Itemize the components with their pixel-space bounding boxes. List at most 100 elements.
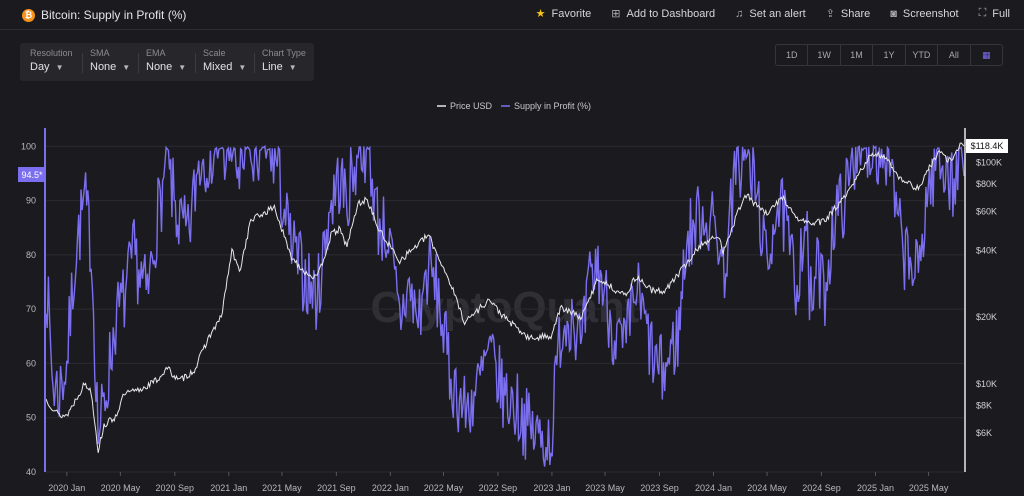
x-tick-label: 2020 Sep (156, 483, 195, 493)
x-tick-label: 2021 Jan (210, 483, 247, 493)
left-tick-label: 60 (26, 358, 36, 368)
chevron-down-icon: ▼ (178, 63, 187, 72)
favorite-button[interactable]: ★ Favorite (535, 7, 592, 21)
x-axis: 2020 Jan 2020 May 2020 Sep 2021 Jan 2021 May… (48, 472, 949, 493)
range-1w-button[interactable]: 1W (808, 45, 841, 65)
header-actions: ★ Favorite ⊞ Add to Dashboard ♫ Set an a… (516, 7, 1010, 20)
x-tick-label: 2023 May (585, 483, 625, 493)
divider (82, 53, 83, 73)
camera-icon: ◙ (890, 7, 897, 20)
scale-select[interactable]: Scale Mixed ▼ (203, 48, 246, 73)
divider (195, 53, 196, 73)
range-all-button[interactable]: All (938, 45, 971, 65)
series-line-supply-in-profit (45, 144, 965, 467)
share-button[interactable]: ⇪ Share (825, 7, 871, 21)
share-label: Share (840, 7, 871, 20)
left-tick-label: 100 (21, 141, 36, 151)
right-tick-label: $6K (976, 428, 992, 438)
ema-select[interactable]: EMA None ▼ (146, 48, 186, 73)
x-tick-label: 2022 May (424, 483, 464, 493)
x-tick-label: 2020 May (101, 483, 141, 493)
x-tick-label: 2022 Jan (372, 483, 409, 493)
x-tick-label: 2024 Sep (802, 483, 841, 493)
right-tick-label: $60K (976, 207, 997, 217)
range-1y-button[interactable]: 1Y (873, 45, 906, 65)
x-tick-label: 2023 Jan (533, 483, 570, 493)
favorite-label: Favorite (551, 7, 592, 20)
calendar-icon[interactable]: ▦ (981, 50, 991, 60)
x-tick-label: 2025 May (909, 483, 949, 493)
divider (254, 53, 255, 73)
range-ytd-button[interactable]: YTD (906, 45, 939, 65)
range-1d-button[interactable]: 1D (776, 45, 809, 65)
x-tick-label: 2021 Sep (317, 483, 356, 493)
left-tick-label: 90 (26, 196, 36, 206)
screenshot-label: Screenshot (902, 7, 959, 20)
scale-label: Scale (203, 48, 226, 58)
chart-type-label: Chart Type (262, 48, 306, 58)
chevron-down-icon: ▼ (288, 63, 297, 72)
right-axis: $6K $8K $10K $20K $40K $60K $80K $100K (976, 157, 1002, 438)
sma-value: None (90, 61, 117, 73)
chart-type-select[interactable]: Chart Type Line ▼ (262, 48, 306, 73)
right-tick-label: $20K (976, 312, 997, 322)
x-tick-label: 2023 Sep (640, 483, 679, 493)
screenshot-button[interactable]: ◙ Screenshot (890, 7, 958, 20)
bitcoin-icon: ₿ (22, 8, 35, 22)
current-value-badge-left: 94.5* (18, 167, 46, 182)
x-tick-label: 2021 May (262, 483, 302, 493)
left-tick-label: 40 (26, 467, 36, 477)
range-1m-button[interactable]: 1M (841, 45, 874, 65)
legend-item-supply[interactable]: Supply in Profit (%) (514, 101, 591, 111)
current-right-label: $118.4K (971, 141, 1004, 151)
set-alert-label: Set an alert (749, 7, 806, 20)
fullscreen-icon: ⛶ (978, 7, 987, 19)
x-tick-label: 2024 Jan (695, 483, 732, 493)
left-axis: 40 50 60 70 80 90 100 (21, 141, 36, 477)
share-icon: ⇪ (825, 8, 835, 20)
dashboard-add-icon: ⊞ (611, 8, 621, 20)
resolution-select[interactable]: Resolution Day ▼ (30, 48, 73, 73)
x-tick-label: 2025 Jan (857, 483, 894, 493)
star-icon: ★ (535, 8, 546, 20)
time-range-selector: 1D 1W 1M 1Y YTD All ▦ (775, 44, 1003, 66)
right-tick-label: $8K (976, 400, 992, 410)
page-title: Bitcoin: Supply in Profit (%) (41, 8, 187, 22)
ema-label: EMA (146, 48, 166, 58)
bell-icon: ♫ (735, 7, 744, 20)
top-bar: ₿ Bitcoin: Supply in Profit (%) ★ Favori… (0, 0, 1024, 30)
legend: Price USD Supply in Profit (%) (437, 101, 591, 111)
full-label: Full (992, 7, 1010, 20)
x-tick-label: 2020 Jan (48, 483, 85, 493)
ema-value: None (146, 61, 173, 73)
divider (138, 53, 139, 73)
set-alert-button[interactable]: ♫ Set an alert (735, 7, 806, 20)
chart-type-value: Line (262, 61, 283, 73)
title-wrap: ₿ Bitcoin: Supply in Profit (%) (22, 7, 186, 23)
left-tick-label: 70 (26, 304, 36, 314)
chart-controls: Resolution Day ▼ SMA None ▼ EMA None ▼ Scal… (20, 43, 314, 81)
full-button[interactable]: ⛶ Full (979, 7, 1010, 20)
resolution-label: Resolution (30, 48, 73, 58)
sma-select[interactable]: SMA None ▼ (90, 48, 130, 73)
add-to-dashboard-button[interactable]: ⊞ Add to Dashboard (611, 7, 715, 21)
current-left-label: 94.5* (21, 170, 43, 180)
right-tick-label: $100K (976, 157, 1002, 167)
right-tick-label: $10K (976, 379, 997, 389)
scale-value: Mixed (203, 61, 233, 73)
grid-lines (46, 145, 964, 473)
series-line-price-usd (45, 142, 965, 453)
left-tick-label: 80 (26, 250, 36, 260)
right-tick-label: $80K (976, 179, 997, 189)
chevron-down-icon: ▼ (122, 63, 131, 72)
left-tick-label: 50 (26, 413, 36, 423)
resolution-value: Day (30, 61, 50, 73)
chevron-down-icon: ▼ (55, 63, 64, 72)
right-tick-label: $40K (976, 246, 997, 256)
legend-item-price[interactable]: Price USD (450, 101, 493, 111)
chevron-down-icon: ▼ (238, 63, 247, 72)
sma-label: SMA (90, 48, 110, 58)
x-tick-label: 2022 Sep (479, 483, 518, 493)
x-tick-label: 2024 May (747, 483, 787, 493)
